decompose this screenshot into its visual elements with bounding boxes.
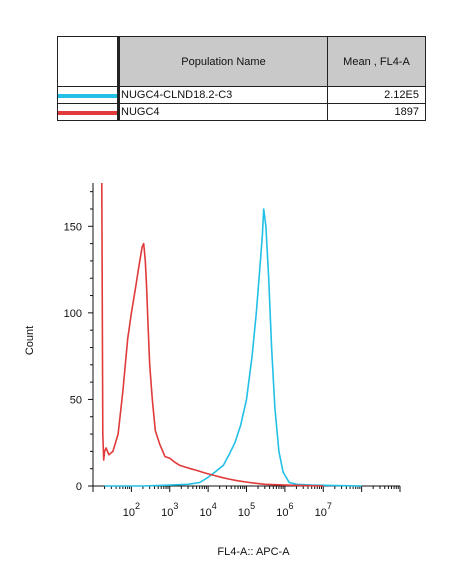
legend-table: Population Name Mean , FL4-A NUGC4-CLND1… [57, 36, 426, 121]
x-tick-base: 10 [276, 507, 288, 519]
chart-series [101, 182, 362, 487]
x-tick-exponent: 6 [288, 501, 293, 511]
y-tick-label: 150 [64, 221, 82, 233]
series-line [104, 208, 362, 487]
legend-row-mean: 2.12E5 [327, 86, 426, 104]
x-tick-base: 10 [161, 507, 173, 519]
legend-row-mean: 1897 [327, 103, 426, 121]
x-tick-base: 10 [199, 507, 211, 519]
y-axis-title: Count [24, 326, 36, 355]
legend-row: NUGC4 1897 [57, 103, 426, 121]
series-line [101, 182, 324, 487]
legend-header-mean: Mean , FL4-A [327, 36, 426, 87]
y-tick-label: 50 [70, 394, 82, 406]
x-tick-exponent: 5 [250, 501, 255, 511]
y-tick-label: 0 [76, 481, 82, 493]
chart-axes [88, 183, 401, 492]
x-tick-label: 106 [276, 501, 293, 519]
x-tick-exponent: 2 [135, 501, 140, 511]
x-tick-label: 105 [238, 501, 255, 519]
x-tick-label: 107 [315, 501, 332, 519]
x-tick-exponent: 7 [327, 501, 332, 511]
x-tick-exponent: 4 [212, 501, 217, 511]
x-tick-exponent: 3 [173, 501, 178, 511]
x-axis-title: FL4-A:: APC-A [217, 546, 290, 558]
legend-swatch-line [58, 111, 117, 115]
x-tick-base: 10 [238, 507, 250, 519]
legend-header-blank [57, 36, 119, 87]
x-tick-label: 103 [161, 501, 178, 519]
y-tick-label: 100 [64, 308, 82, 320]
x-tick-label: 104 [199, 501, 216, 519]
x-tick-base: 10 [123, 507, 135, 519]
x-tick-label: 102 [123, 501, 140, 519]
legend-row-name: NUGC4 [117, 103, 328, 121]
x-tick-base: 10 [315, 507, 327, 519]
legend-swatch-line [58, 94, 117, 98]
legend-swatch-cell [57, 103, 119, 121]
